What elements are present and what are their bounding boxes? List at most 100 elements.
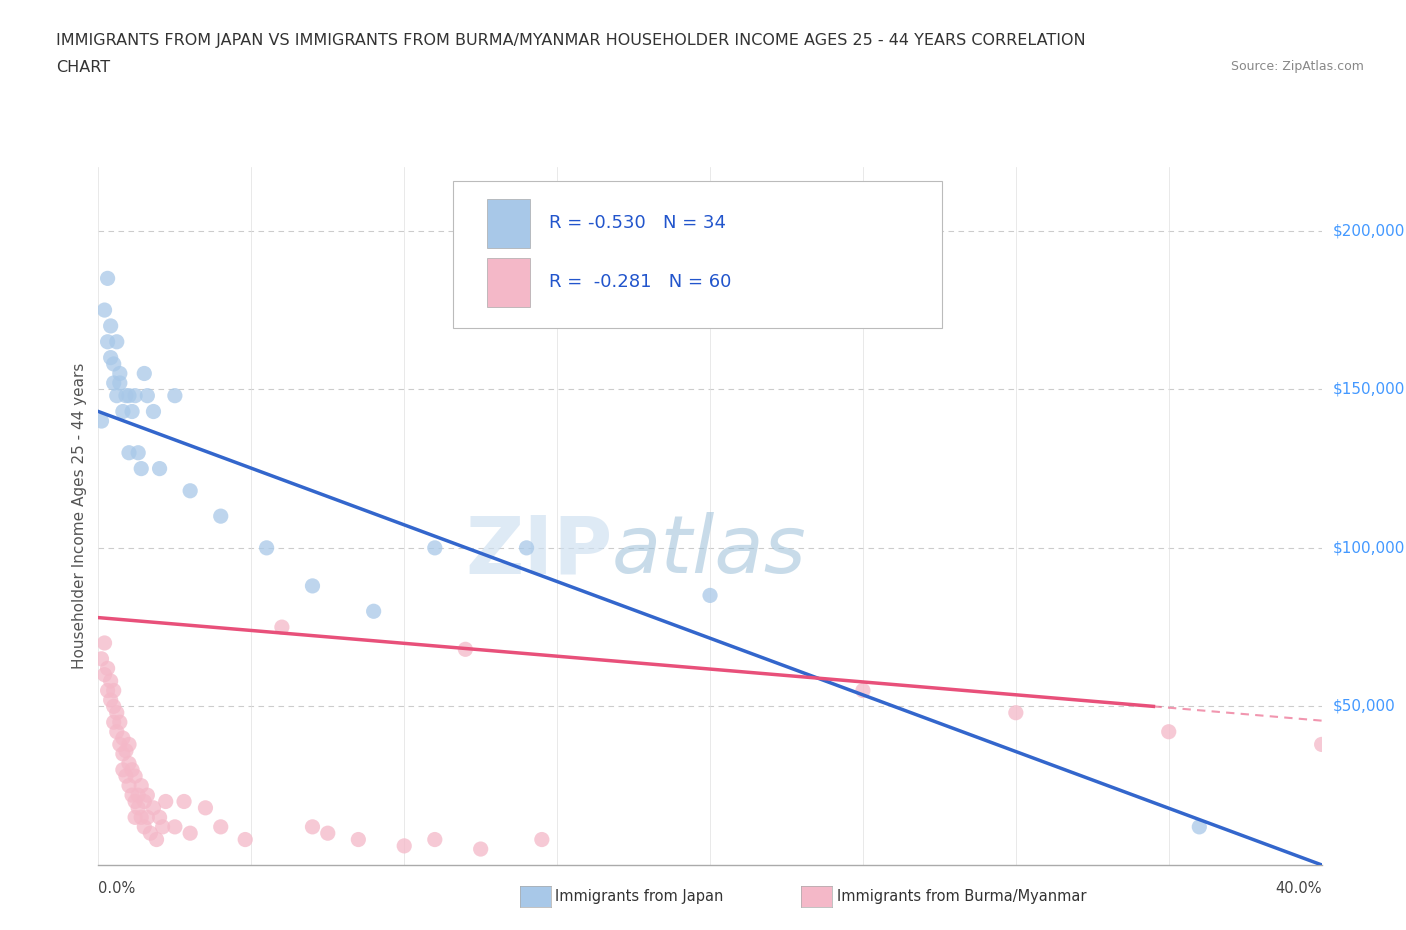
- Point: [142, 404, 165, 418]
- Point: [530, 832, 553, 847]
- Text: 40.0%: 40.0%: [1275, 881, 1322, 896]
- Point: [129, 810, 152, 825]
- Point: [124, 388, 146, 403]
- Point: [127, 445, 149, 460]
- Point: [103, 376, 125, 391]
- Point: [155, 794, 177, 809]
- Text: CHART: CHART: [56, 60, 110, 75]
- Point: [699, 588, 721, 603]
- Point: [105, 724, 128, 739]
- Point: [108, 737, 131, 751]
- Point: [347, 832, 370, 847]
- Text: IMMIGRANTS FROM JAPAN VS IMMIGRANTS FROM BURMA/MYANMAR HOUSEHOLDER INCOME AGES 2: IMMIGRANTS FROM JAPAN VS IMMIGRANTS FROM…: [56, 33, 1085, 47]
- Point: [121, 404, 143, 418]
- Point: [423, 832, 446, 847]
- Point: [100, 673, 122, 688]
- Point: [136, 788, 159, 803]
- FancyBboxPatch shape: [453, 181, 942, 328]
- Point: [118, 388, 141, 403]
- Point: [105, 705, 128, 720]
- Point: [454, 642, 477, 657]
- Point: [100, 693, 122, 708]
- Point: [1157, 724, 1180, 739]
- Text: $200,000: $200,000: [1333, 223, 1405, 238]
- Point: [134, 794, 156, 809]
- Point: [118, 778, 141, 793]
- Point: [108, 376, 131, 391]
- Point: [111, 731, 134, 746]
- Point: [93, 635, 115, 650]
- Point: [136, 388, 159, 403]
- Point: [129, 778, 152, 793]
- Point: [93, 667, 115, 682]
- Point: [111, 404, 134, 418]
- Point: [108, 366, 131, 381]
- Point: [134, 819, 156, 834]
- Point: [163, 388, 186, 403]
- Text: $150,000: $150,000: [1333, 382, 1405, 397]
- Text: Source: ZipAtlas.com: Source: ZipAtlas.com: [1230, 60, 1364, 73]
- Point: [1310, 737, 1333, 751]
- Point: [301, 819, 323, 834]
- Bar: [488, 258, 530, 307]
- Point: [1004, 705, 1026, 720]
- Point: [115, 388, 138, 403]
- Point: [105, 388, 128, 403]
- Point: [516, 540, 538, 555]
- Point: [100, 318, 122, 333]
- Point: [115, 769, 138, 784]
- Text: ZIP: ZIP: [465, 512, 612, 590]
- Point: [115, 743, 138, 758]
- Point: [392, 839, 416, 854]
- Point: [163, 819, 186, 834]
- Point: [233, 832, 256, 847]
- Point: [179, 484, 201, 498]
- Point: [97, 334, 120, 349]
- Point: [256, 540, 278, 555]
- Point: [93, 302, 115, 317]
- Point: [124, 810, 146, 825]
- Point: [124, 769, 146, 784]
- Point: [316, 826, 339, 841]
- Point: [209, 819, 232, 834]
- Point: [423, 540, 446, 555]
- Point: [103, 683, 125, 698]
- Point: [1188, 819, 1211, 834]
- Point: [194, 801, 217, 816]
- Point: [108, 715, 131, 730]
- Point: [97, 661, 120, 676]
- Point: [118, 756, 141, 771]
- Point: [301, 578, 323, 593]
- Point: [149, 810, 172, 825]
- Point: [149, 461, 172, 476]
- Point: [209, 509, 232, 524]
- Point: [363, 604, 385, 618]
- Point: [152, 819, 174, 834]
- Point: [103, 356, 125, 371]
- Point: [145, 832, 167, 847]
- Point: [121, 763, 143, 777]
- Text: Immigrants from Burma/Myanmar: Immigrants from Burma/Myanmar: [837, 889, 1085, 904]
- Text: atlas: atlas: [612, 512, 807, 590]
- Point: [90, 414, 112, 429]
- Point: [97, 271, 120, 286]
- Point: [118, 737, 141, 751]
- Text: Immigrants from Japan: Immigrants from Japan: [555, 889, 724, 904]
- Point: [127, 788, 149, 803]
- Point: [852, 683, 875, 698]
- Point: [142, 801, 165, 816]
- Text: R =  -0.281   N = 60: R = -0.281 N = 60: [548, 273, 731, 291]
- Point: [118, 445, 141, 460]
- Point: [97, 683, 120, 698]
- Point: [470, 842, 492, 857]
- Bar: [488, 199, 530, 247]
- Y-axis label: Householder Income Ages 25 - 44 years: Householder Income Ages 25 - 44 years: [72, 363, 87, 670]
- Point: [111, 763, 134, 777]
- Point: [179, 826, 201, 841]
- Text: 0.0%: 0.0%: [98, 881, 135, 896]
- Point: [103, 715, 125, 730]
- Point: [270, 619, 292, 634]
- Point: [139, 826, 162, 841]
- Text: $100,000: $100,000: [1333, 540, 1405, 555]
- Point: [90, 651, 112, 666]
